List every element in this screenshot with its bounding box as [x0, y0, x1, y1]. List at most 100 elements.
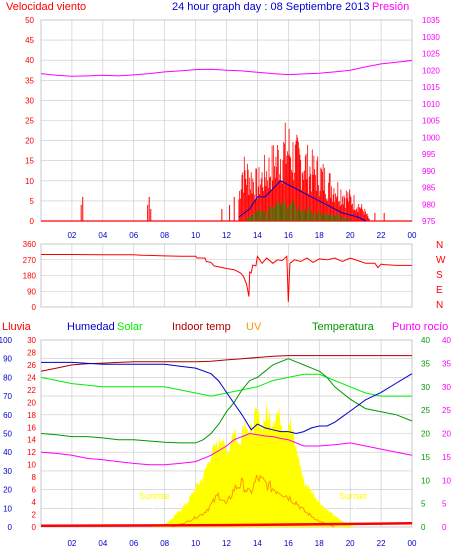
y-tick-label: 35 — [25, 76, 34, 85]
dewpoint-tick: 30 — [442, 383, 451, 392]
temperature-right-tick: 30 — [421, 383, 430, 392]
temperature-right-tick: 5 — [421, 500, 426, 509]
wind-pressure-plot — [40, 60, 413, 222]
x-tick-label: 18 — [315, 231, 324, 240]
wind-direction-plot — [41, 254, 412, 302]
pressure-series — [40, 60, 413, 77]
humidity-tick: 0 — [8, 523, 13, 532]
temp-humidity-plot — [40, 355, 413, 528]
x-tick-label: 06 — [129, 539, 138, 548]
wind-direction-series — [41, 254, 412, 302]
solar-series — [40, 373, 412, 397]
x-tick-label: 20 — [346, 539, 355, 548]
humidity-tick: 20 — [3, 486, 12, 495]
dewpoint-tick: 5 — [442, 500, 447, 509]
compass-label: E — [436, 285, 443, 296]
pressure-axis: 975 980 985 990 995 1000 1005 1010 1015 1020 1025 1… — [422, 16, 440, 226]
y-tick-label: 10 — [25, 177, 34, 186]
y-tick-label: 180 — [23, 272, 37, 281]
pressure-title: Presión — [372, 1, 409, 13]
temperature-right-tick: 35 — [421, 359, 430, 368]
x-tick-label: 12 — [222, 539, 231, 548]
wind-average-series — [238, 180, 366, 222]
dewpoint-tick: 20 — [442, 430, 451, 439]
y-tick-label: 20 — [25, 137, 34, 146]
x-tick-label: 16 — [284, 539, 293, 548]
temperature-tick: 14 — [27, 436, 36, 445]
y-tick-label: 50 — [25, 16, 34, 25]
y-tick-label-right: 1000 — [422, 133, 440, 142]
chart-title: 24 hour graph day : 08 Septiembre 2013 — [172, 1, 370, 13]
legend: Lluvia Humedad Solar Indoor temp UV Temp… — [2, 321, 448, 333]
temperature-right-tick: 20 — [421, 430, 430, 439]
dewpoint-series — [40, 432, 413, 466]
solar-radiation-area — [152, 401, 355, 527]
legend-temperature: Temperatura — [312, 321, 375, 333]
x-tick-label: 22 — [377, 539, 386, 548]
humidity-tick: 10 — [3, 504, 12, 513]
wind-pressure-grid — [40, 19, 413, 222]
legend-humidity: Humedad — [67, 321, 115, 333]
y-tick-label: 45 — [25, 36, 34, 45]
legend-indoor-temp: Indoor temp — [172, 321, 231, 333]
x-tick-label: 10 — [191, 231, 200, 240]
y-tick-label: 360 — [23, 240, 37, 249]
y-tick-label-right: 1005 — [422, 117, 440, 126]
y-tick-label-right: 1020 — [422, 66, 440, 75]
x-tick-label: 20 — [346, 231, 355, 240]
dewpoint-tick: 25 — [442, 406, 451, 415]
y-tick-label: 0 — [30, 217, 35, 226]
temperature-tick: 6 — [32, 486, 37, 495]
temperature-tick: 12 — [27, 448, 36, 457]
temperature-right-tick: 25 — [421, 406, 430, 415]
temperature-tick: 2 — [32, 511, 37, 520]
temperature-right-tick: 15 — [421, 453, 430, 462]
dewpoint-tick: 35 — [442, 359, 451, 368]
humidity-tick: 30 — [3, 467, 12, 476]
temperature-tick: 16 — [27, 423, 36, 432]
compass-label: N — [436, 240, 443, 251]
humidity-axis: 0 10 20 30 40 50 60 70 80 90 100 — [0, 336, 13, 532]
y-tick-label: 90 — [27, 287, 36, 296]
y-tick-label-right: 975 — [422, 217, 436, 226]
wind-time-axis: 02 04 06 08 10 12 14 16 18 20 22 00 — [67, 231, 417, 240]
y-tick-label-right: 985 — [422, 184, 436, 193]
temperature-tick: 28 — [27, 348, 36, 357]
legend-solar: Solar — [117, 321, 143, 333]
y-tick-label: 25 — [25, 117, 34, 126]
wind-speed-title: Velocidad viento — [6, 1, 86, 13]
y-tick-label: 5 — [30, 197, 35, 206]
x-tick-label: 16 — [284, 231, 293, 240]
compass-label: N — [436, 300, 443, 311]
x-tick-label: 06 — [129, 231, 138, 240]
x-tick-label: 00 — [408, 231, 417, 240]
temperature-axis-right: 0 5 10 15 20 25 30 35 40 — [421, 336, 430, 532]
x-tick-label: 10 — [191, 539, 200, 548]
humidity-tick: 90 — [3, 355, 12, 364]
wind-speed-axis: 0 5 10 15 20 25 30 35 40 45 50 — [25, 16, 34, 226]
humidity-tick: 50 — [3, 430, 12, 439]
y-tick-label: 30 — [25, 96, 34, 105]
temperature-tick: 30 — [27, 336, 36, 345]
x-tick-label: 18 — [315, 539, 324, 548]
x-tick-label: 14 — [253, 539, 262, 548]
humidity-tick: 100 — [0, 336, 13, 345]
temperature-tick: 4 — [32, 498, 37, 507]
temperature-tick: 0 — [32, 523, 37, 532]
x-tick-label: 04 — [98, 539, 107, 548]
y-tick-label-right: 1035 — [422, 16, 440, 25]
temperature-right-tick: 0 — [421, 523, 426, 532]
dewpoint-tick: 40 — [442, 336, 451, 345]
wind-direction-grid — [40, 243, 413, 308]
dewpoint-tick: 0 — [442, 523, 447, 532]
y-tick-label-right: 990 — [422, 167, 436, 176]
humidity-series — [41, 361, 413, 435]
temp-time-axis: 02 04 06 08 10 12 14 16 18 20 22 00 — [67, 539, 417, 548]
humidity-tick: 60 — [3, 411, 12, 420]
compass-label: W — [436, 255, 446, 266]
temperature-tick: 22 — [27, 386, 36, 395]
